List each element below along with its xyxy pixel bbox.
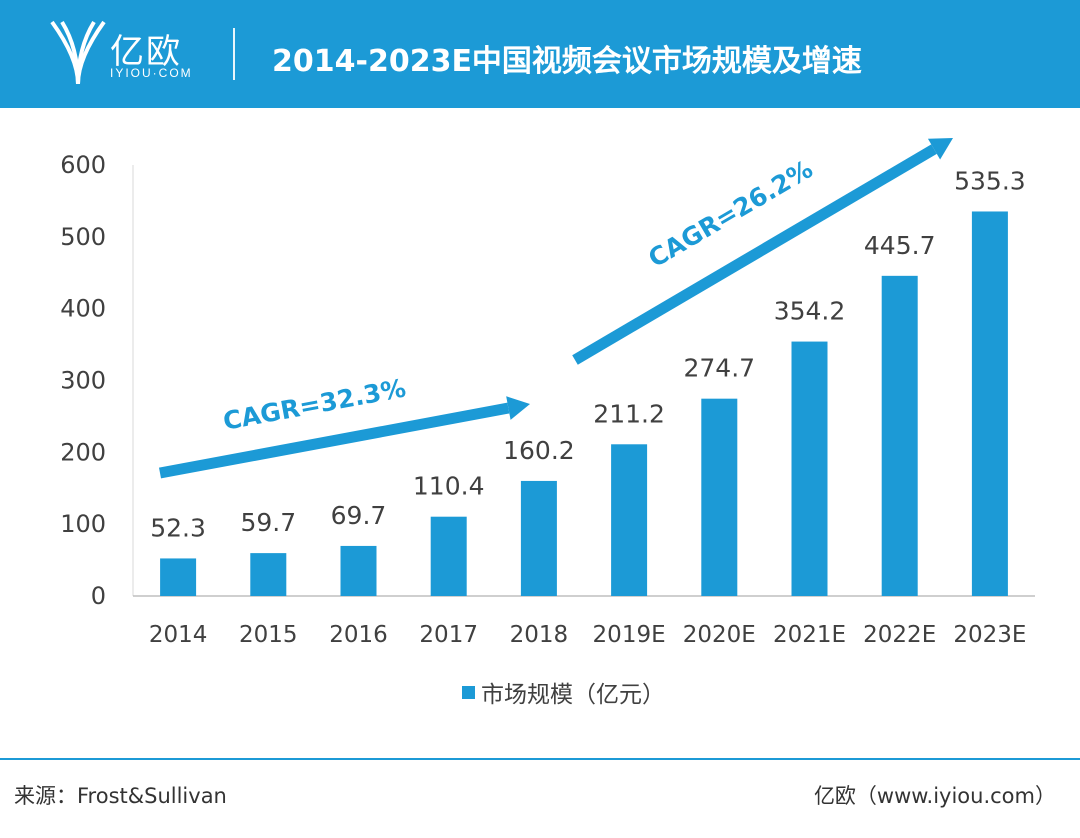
legend-swatch: [462, 686, 475, 699]
y-tick-label: 200: [60, 438, 106, 466]
y-tick-label: 600: [60, 151, 106, 179]
x-tick-label: 2022E: [863, 622, 936, 648]
bar-chart: 0 100 200 300 400 500 600 52.3 59.7 69.7 110.4 160…: [60, 138, 1035, 708]
y-tick-label: 500: [60, 223, 106, 251]
data-label: 69.7: [331, 501, 387, 530]
x-tick-label: 2019E: [593, 622, 666, 648]
y-tick-label: 0: [91, 582, 106, 610]
bar: [701, 398, 738, 596]
x-tick-label: 2016: [329, 622, 388, 648]
y-axis: 0 100 200 300 400 500 600: [60, 151, 134, 610]
data-label: 59.7: [240, 508, 296, 537]
bar-series: 52.3 59.7 69.7 110.4 160.2 211.2 274.7 354.2 445…: [150, 166, 1026, 596]
y-tick-label: 400: [60, 295, 106, 323]
bar: [611, 444, 648, 596]
data-label: 354.2: [774, 297, 846, 326]
bar: [340, 545, 377, 596]
bar: [160, 558, 197, 596]
data-label: 52.3: [150, 513, 206, 542]
brand-subtitle: IYIOU·COM: [110, 66, 193, 80]
bar: [430, 516, 467, 596]
cagr-arrow-head: [927, 138, 953, 160]
data-label: 160.2: [503, 436, 575, 465]
data-label: 535.3: [954, 166, 1026, 195]
y-tick-label: 100: [60, 510, 106, 538]
x-tick-label: 2020E: [683, 622, 756, 648]
credit-note: 亿欧（www.iyiou.com）: [813, 784, 1056, 808]
cagr-arrow-head: [506, 396, 530, 420]
bar: [520, 480, 557, 596]
x-tick-label: 2015: [239, 622, 298, 648]
data-label: 211.2: [593, 399, 665, 428]
x-tick-label: 2018: [510, 622, 569, 648]
bar: [971, 211, 1008, 596]
page-title: 2014-2023E中国视频会议市场规模及增速: [272, 44, 862, 79]
x-tick-label: 2017: [419, 622, 478, 648]
x-tick-label: 2014: [149, 622, 208, 648]
cagr-label: CAGR=26.2%: [643, 154, 817, 273]
bar: [881, 275, 918, 596]
bar: [250, 553, 287, 596]
cagr-arrow-shaft: [158, 402, 510, 479]
brand-name: 亿欧: [110, 32, 182, 72]
bar: [791, 341, 828, 596]
header-bar: 亿欧 IYIOU·COM 2014-2023E中国视频会议市场规模及增速: [0, 0, 1080, 108]
data-label: 445.7: [864, 231, 936, 260]
y-tick-label: 300: [60, 367, 106, 395]
source-note: 来源：Frost&Sullivan: [14, 784, 227, 808]
data-label: 274.7: [684, 354, 756, 383]
brand-logo: 亿欧 IYIOU·COM: [48, 18, 228, 88]
legend: 市场规模（亿元）: [462, 682, 665, 708]
data-label: 110.4: [413, 472, 485, 501]
x-tick-label: 2023E: [953, 622, 1026, 648]
footer-divider: [0, 758, 1080, 760]
x-tick-label: 2021E: [773, 622, 846, 648]
logo-icon: [50, 20, 106, 85]
cagr-arrow-shaft: [572, 144, 937, 365]
header-divider: [233, 28, 235, 80]
x-axis: 2014 2015 2016 2017 2018 2019E 2020E 2021E 2022E…: [149, 622, 1027, 648]
legend-label: 市场规模（亿元）: [481, 682, 665, 708]
